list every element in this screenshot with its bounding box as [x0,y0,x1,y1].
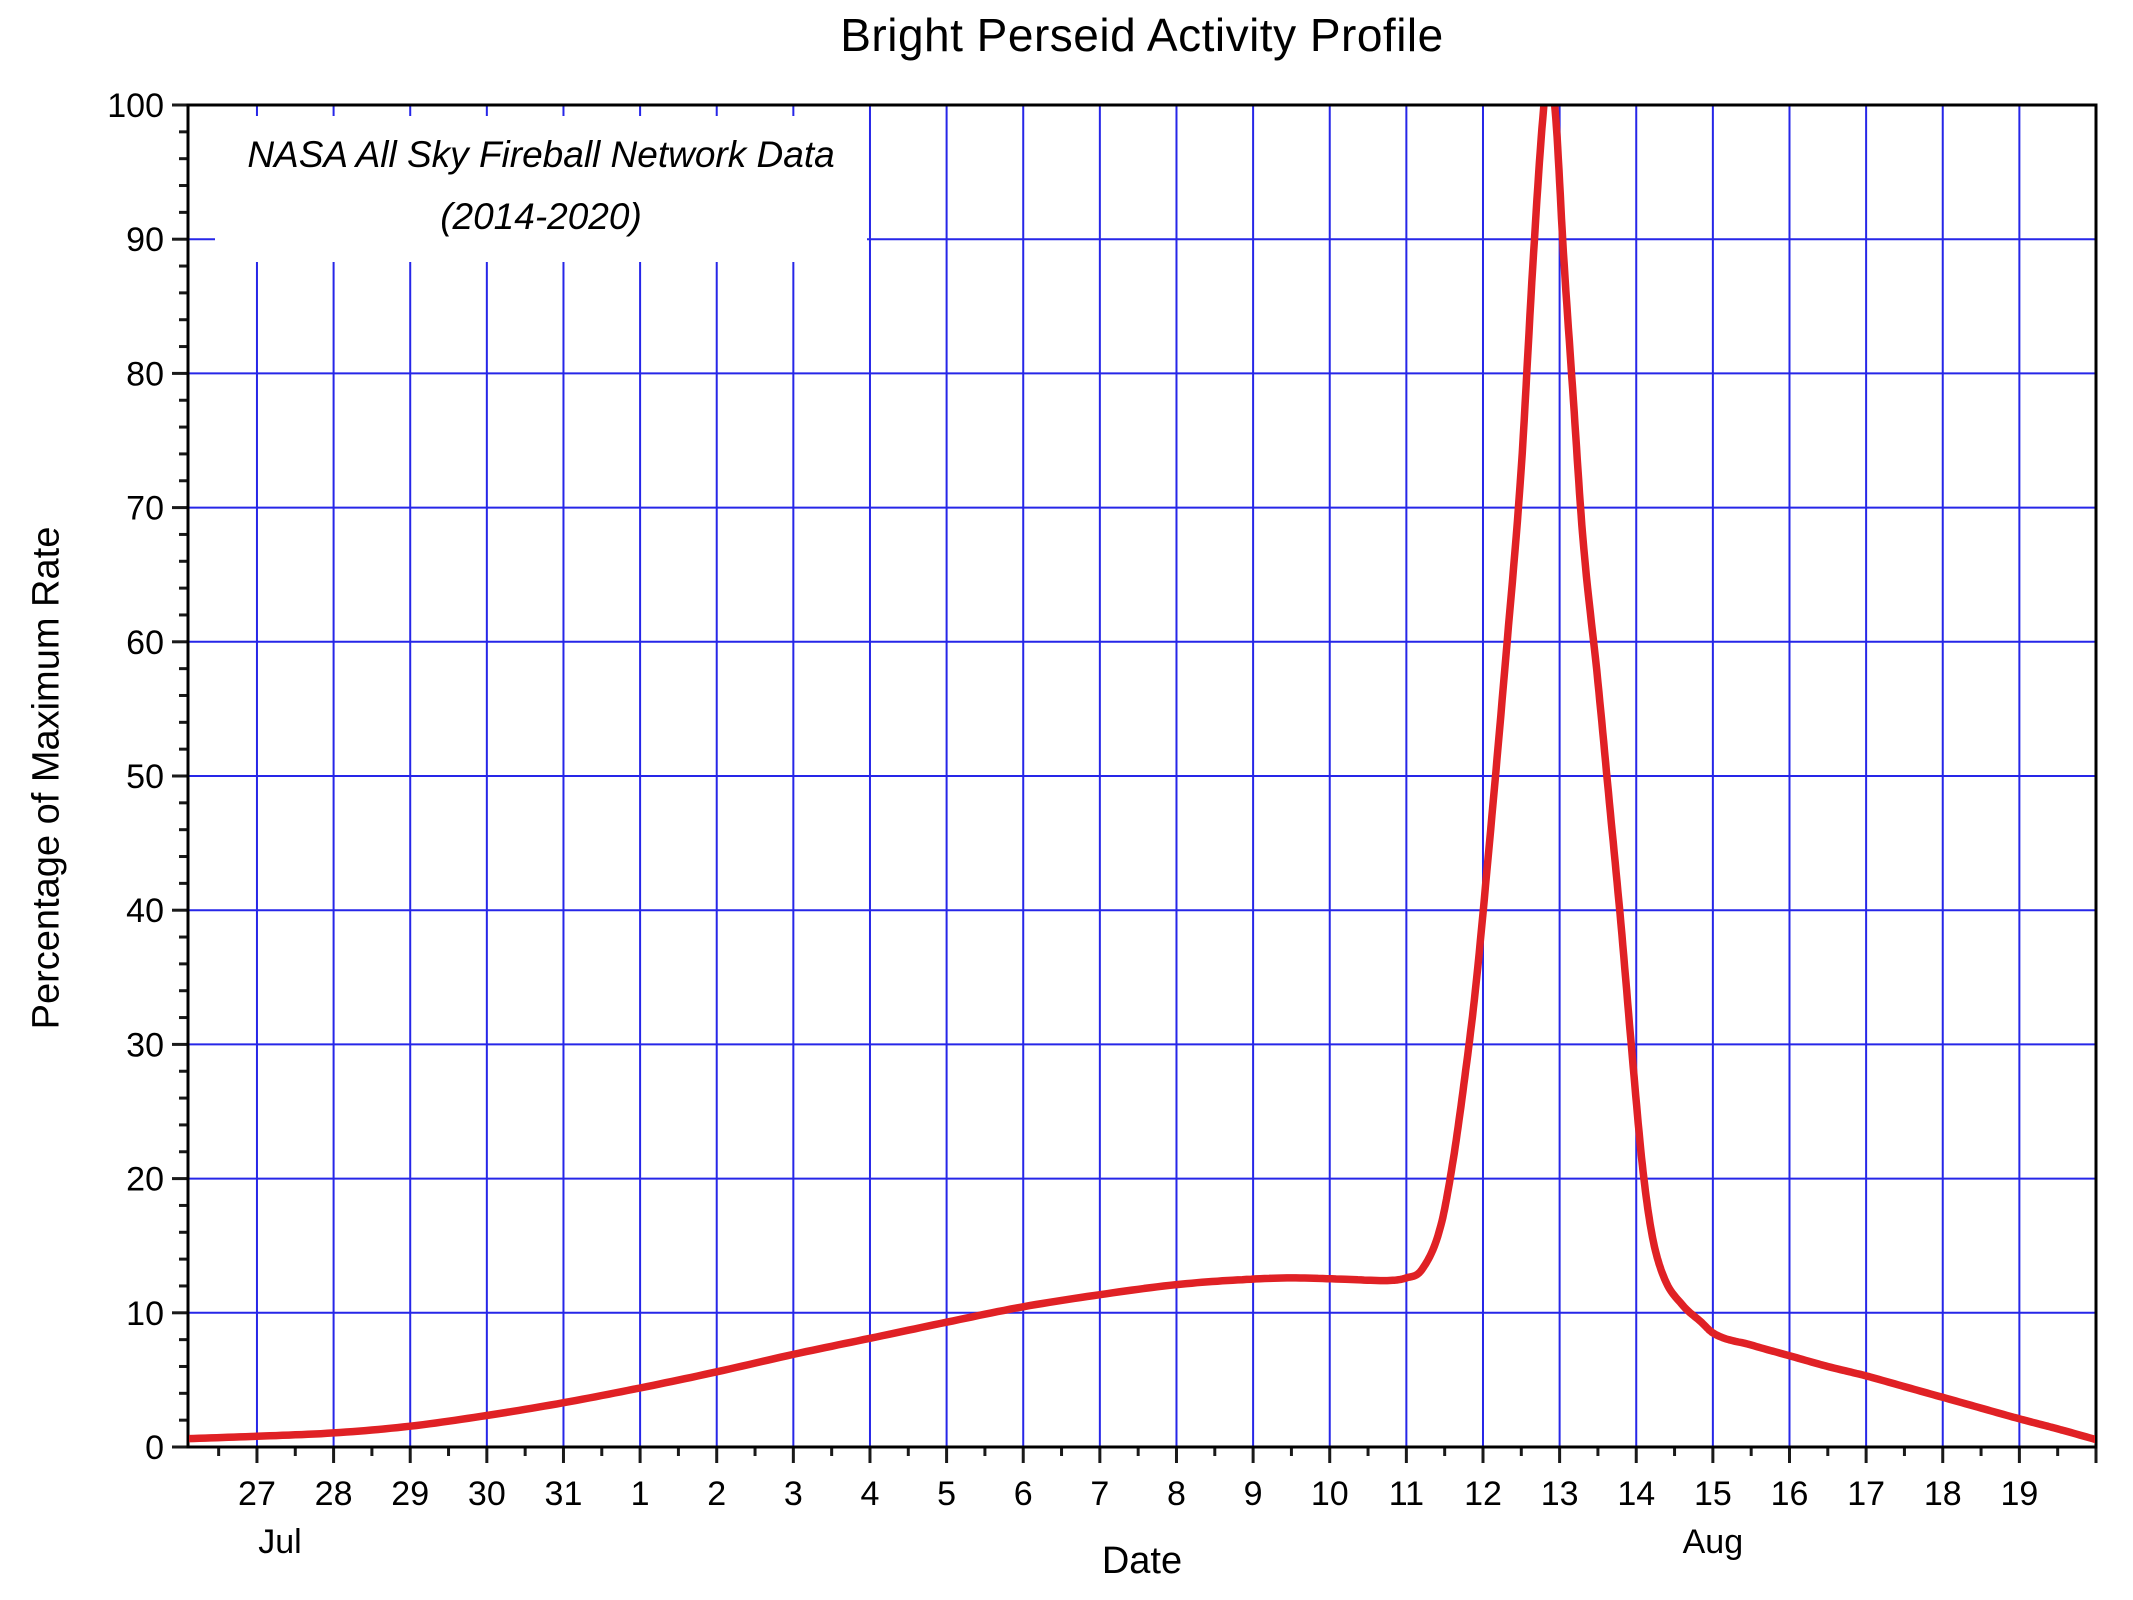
x-tick-label: 28 [315,1475,353,1513]
annotation-line1: NASA All Sky Fireball Network Data [247,134,835,175]
y-tick-label: 70 [126,490,164,528]
y-axis-title: Percentage of Maximum Rate [25,526,68,1030]
x-tick-label: 11 [1389,1475,1424,1513]
x-tick-label: 14 [1617,1475,1655,1513]
x-tick-label: 12 [1464,1475,1502,1513]
activity-curve [189,106,2095,1444]
x-tick-label: 19 [2000,1475,2038,1513]
y-tick-label: 40 [126,892,164,930]
x-tick-label: 6 [1014,1475,1033,1513]
plot-frame [186,103,2098,1449]
x-axis-title: Date [1101,1540,1183,1582]
y-tick-label: 80 [126,355,164,393]
x-tick-label: 9 [1244,1475,1263,1513]
x-tick-label: 1 [631,1475,650,1513]
y-tick-label: 20 [126,1161,164,1199]
chart-title: Bright Perseid Activity Profile [840,9,1444,61]
axis-ticks [172,103,2098,1463]
x-tick-label: 16 [1771,1475,1809,1513]
x-tick-label: 17 [1847,1475,1885,1513]
y-tick-label: 50 [126,758,164,796]
y-tick-label: 60 [126,624,164,662]
y-tick-label: 90 [126,221,164,259]
x-tick-label: 4 [861,1475,880,1513]
y-tick-label: 100 [107,87,164,125]
y-tick-label: 10 [126,1295,164,1333]
x-tick-label: 5 [937,1475,956,1513]
x-tick-label: 31 [545,1475,583,1513]
tick-labels: 27 28 29 30 31 1 2 3 4 5 6 7 8 9 10 11 12 13 14 15 16 17 18 19J… [107,87,2038,1561]
y-tick-label: 0 [145,1429,164,1467]
x-tick-label: 8 [1167,1475,1186,1513]
y-tick-label: 30 [126,1026,164,1064]
x-tick-label: 29 [391,1475,429,1513]
x-tick-label: 2 [707,1475,726,1513]
x-tick-label: 10 [1311,1475,1349,1513]
annotation-box: NASA All Sky Fireball Network Data (2014… [215,116,867,262]
x-tick-label: 18 [1924,1475,1962,1513]
month-label: Jul [258,1523,301,1561]
gridlines [188,105,2096,1447]
x-tick-label: 13 [1541,1475,1579,1513]
annotation-line2: (2014-2020) [440,196,642,237]
x-tick-label: 15 [1694,1475,1732,1513]
x-tick-label: 27 [238,1475,276,1513]
x-tick-label: 7 [1090,1475,1109,1513]
x-tick-label: 30 [468,1475,506,1513]
x-tick-label: 3 [784,1475,803,1513]
month-label: Aug [1683,1523,1744,1561]
